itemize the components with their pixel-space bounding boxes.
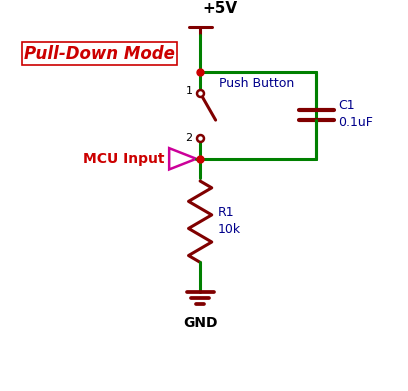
Text: 1: 1 bbox=[185, 86, 193, 96]
Text: Push Button: Push Button bbox=[220, 77, 295, 90]
Text: MCU Input: MCU Input bbox=[83, 152, 164, 166]
Text: +5V: +5V bbox=[202, 1, 237, 16]
Text: 10k: 10k bbox=[217, 223, 241, 236]
Text: 0.1uF: 0.1uF bbox=[339, 117, 373, 129]
Text: GND: GND bbox=[183, 316, 217, 330]
Text: Pull-Down Mode: Pull-Down Mode bbox=[24, 45, 175, 63]
Text: 2: 2 bbox=[185, 133, 193, 142]
Text: C1: C1 bbox=[339, 99, 355, 112]
Text: R1: R1 bbox=[217, 206, 234, 219]
